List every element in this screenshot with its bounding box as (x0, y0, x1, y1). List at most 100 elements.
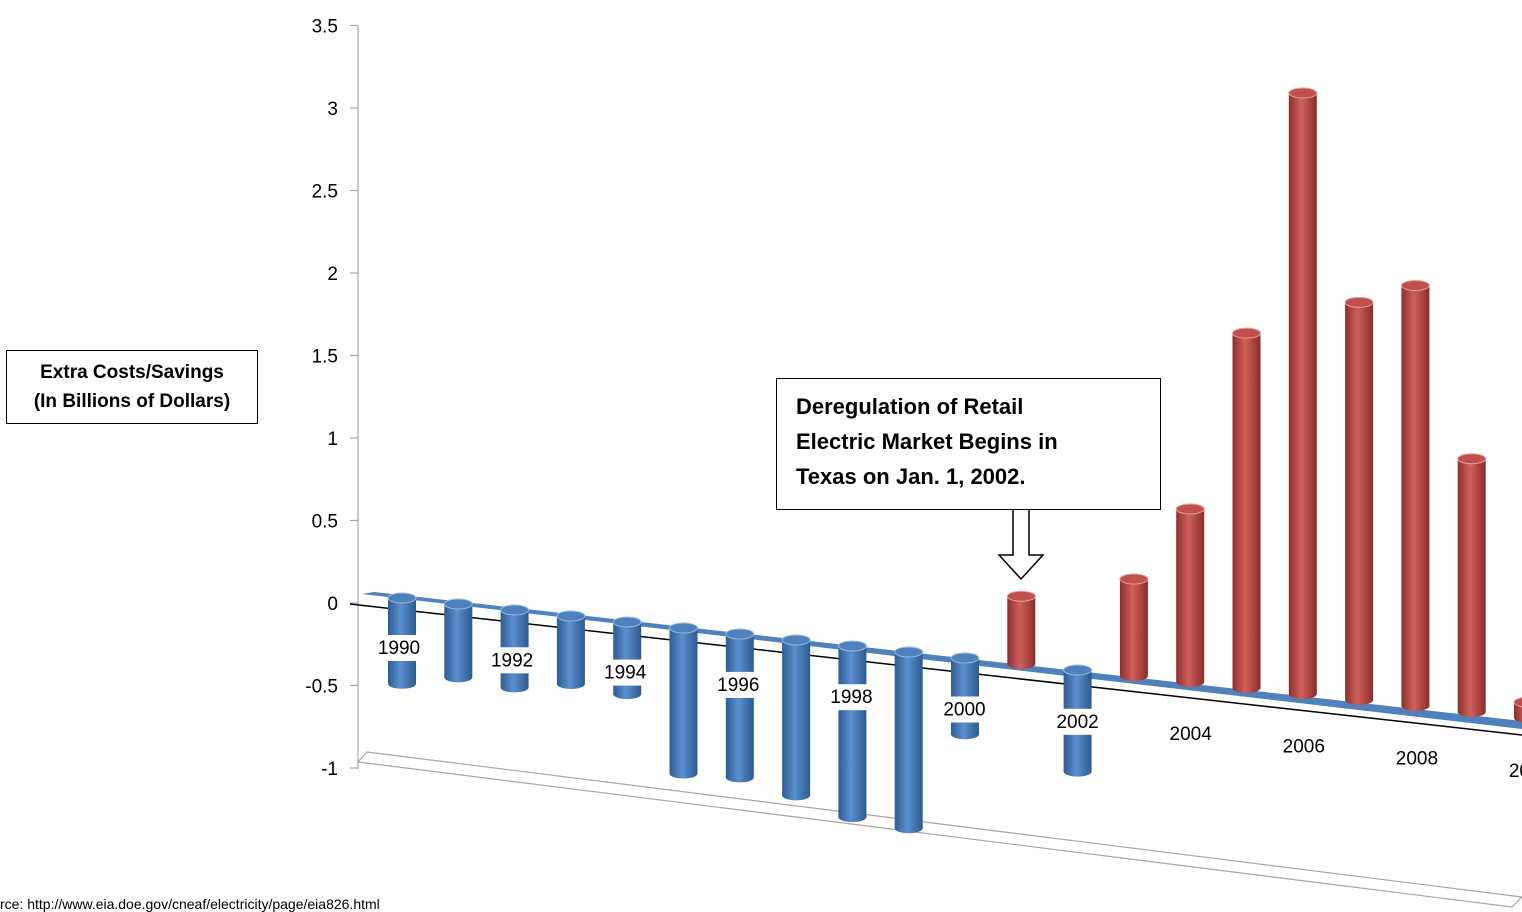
bar-body (951, 658, 979, 735)
zero-line (349, 603, 1522, 736)
bar-body (1007, 596, 1036, 664)
x-tick-label: 2006 (1283, 736, 1325, 757)
bar-top-cap (1006, 590, 1036, 602)
bar-bottom-cap (838, 812, 867, 823)
x-tick-label: 1994 (604, 663, 647, 684)
bar-body (669, 628, 698, 774)
annotation-line-2: Electric Market Begins in (796, 429, 1058, 454)
bar-2003 (1119, 573, 1149, 681)
bar-2010 (1513, 697, 1522, 723)
bar-2009 (1457, 453, 1487, 717)
x-tick-label-bg (935, 696, 994, 723)
bar-body (782, 640, 811, 796)
bar-top-cap (1513, 697, 1522, 708)
bar-2007 (1344, 296, 1374, 705)
bar-bottom-cap (1514, 713, 1522, 723)
bar-top-cap (387, 592, 417, 604)
x-tick-label-bg (596, 659, 655, 686)
annotation-line-3: Texas on Jan. 1, 2002. (796, 464, 1026, 489)
bar-bottom-cap (725, 772, 754, 783)
y-axis-title-line-1: Extra Costs/Savings (40, 362, 224, 383)
bar-1997 (781, 634, 811, 801)
y-tick-label: -0.5 (305, 677, 338, 698)
bar-2005 (1232, 327, 1261, 693)
x-tick-label: 2004 (1170, 724, 1213, 745)
bar-top-cap (1344, 296, 1374, 308)
bar-body (1457, 458, 1486, 712)
bar-bottom-cap (556, 678, 585, 689)
bar-bottom-cap (500, 682, 529, 693)
bar-body (444, 604, 473, 678)
bar-top-cap (612, 616, 642, 628)
bar-top-cap (443, 598, 473, 610)
bar-body (1119, 579, 1148, 676)
bar-bottom-cap (1063, 766, 1092, 777)
x-tick-label-bg (709, 671, 768, 698)
bar-bottom-cap (1457, 707, 1486, 717)
bar-body (894, 652, 923, 829)
bar-1991 (443, 598, 473, 683)
bar-bottom-cap (388, 678, 416, 689)
bar-2004 (1175, 503, 1205, 687)
bar-bottom-cap (444, 672, 473, 683)
bar-top-cap (1175, 503, 1205, 515)
bar-1995 (669, 622, 698, 779)
bar-2000 (950, 652, 980, 740)
bar-1996 (725, 628, 755, 783)
bar-1998 (837, 640, 867, 823)
y-tick-label: 1.5 (312, 347, 338, 368)
bar-top-cap (1457, 453, 1487, 465)
bar-bottom-cap (1007, 659, 1036, 669)
x-tick-label-bg (1048, 708, 1107, 735)
y-axis-title-line-2: (In Billions of Dollars) (33, 391, 231, 412)
x-tick-label: 2010 (1509, 761, 1522, 782)
bar-bottom-cap (1176, 677, 1205, 687)
bar-top-cap (1232, 327, 1261, 339)
bar-top-cap (1400, 279, 1430, 291)
y-tick-label: 0 (327, 594, 338, 615)
bar-body (1401, 285, 1430, 706)
bar-top-cap (725, 628, 755, 640)
bar-bottom-cap (894, 823, 923, 834)
bar-bottom-cap (1345, 695, 1374, 705)
x-tick-label: 2008 (1396, 749, 1438, 770)
annotation-line-1: Deregulation of Retail (796, 394, 1024, 419)
deregulation-annotation: Deregulation of Retail Electric Market B… (776, 378, 1161, 510)
bar-bottom-cap (951, 729, 979, 740)
bar-body (1288, 93, 1317, 694)
y-tick-label: 1 (327, 429, 338, 450)
x-tick-label-bg (370, 635, 428, 661)
y-tick-label: 3.5 (312, 17, 338, 38)
bar-bottom-cap (1119, 671, 1148, 681)
bar-2008 (1400, 279, 1430, 711)
x-tick-label-bg (483, 647, 542, 674)
bar-body (838, 646, 867, 818)
x-tick-label-bg (822, 684, 881, 711)
y-axis-title: Extra Costs/Savings (In Billions of Doll… (6, 350, 258, 424)
bar-2001 (1006, 590, 1036, 669)
y-tick-label: 2.5 (312, 182, 338, 203)
bar-bottom-cap (782, 790, 811, 801)
bar-1999 (894, 646, 924, 834)
bar-bottom-cap (1401, 701, 1430, 711)
y-tick-label: 3 (327, 99, 338, 120)
bar-body (1345, 302, 1374, 700)
bar-top-cap (894, 646, 924, 658)
zero-plane (362, 592, 1522, 729)
bar-body (1232, 333, 1261, 688)
bar-bottom-cap (1288, 689, 1317, 699)
y-tick-label: 0.5 (312, 512, 338, 533)
bar-body (1176, 508, 1205, 682)
bar-bottom-cap (613, 689, 642, 700)
x-tick-label: 1998 (830, 687, 872, 708)
down-arrow (997, 506, 1045, 581)
bar-bottom-cap (669, 768, 698, 779)
bar-body (725, 634, 754, 778)
bar-top-cap (669, 622, 698, 634)
chart-floor (356, 751, 1522, 908)
bar-top-cap (781, 634, 811, 646)
bar-body (556, 616, 585, 684)
bar-body (1514, 702, 1522, 718)
y-tick-label: 2 (327, 264, 338, 285)
